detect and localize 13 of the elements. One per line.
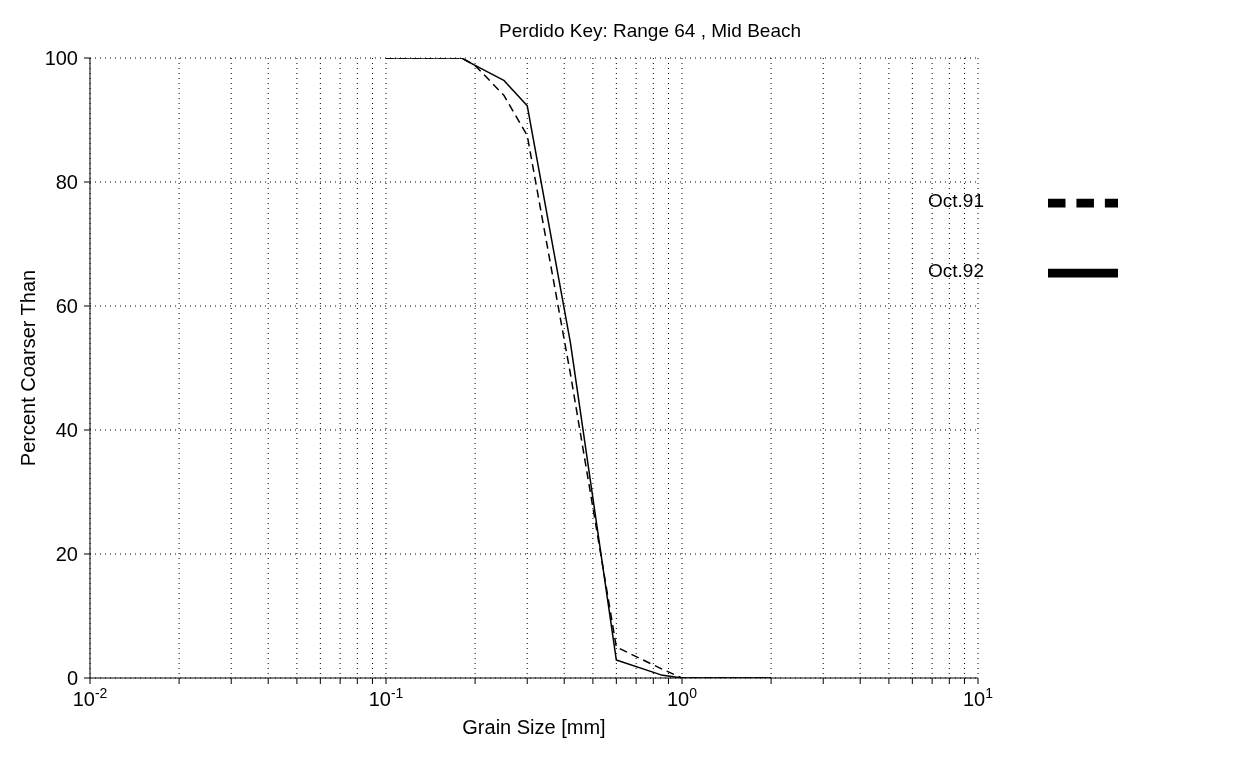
x-axis-title: Grain Size [mm] (462, 716, 606, 738)
y-tick-label: 80 (55, 171, 78, 193)
x-tick-label: 10$^{0}$ (666, 685, 698, 710)
y-tick-label: 40 (55, 419, 78, 441)
text: Oct.91 (928, 190, 985, 213)
y-tick-label: 100 (44, 47, 78, 69)
y-tick-label: 60 (55, 295, 78, 317)
y-tick-label: 20 (55, 543, 78, 565)
x-tick-label: 10$^{1}$ (962, 685, 994, 710)
x-tick-label: 10$^{-1}$ (368, 685, 404, 710)
text: Oct.92 (928, 260, 985, 283)
chart-title: Perdido Key: Range 64 , Mid Beach (497, 20, 803, 42)
y-axis-title: Percent Coarser Than (17, 269, 40, 467)
